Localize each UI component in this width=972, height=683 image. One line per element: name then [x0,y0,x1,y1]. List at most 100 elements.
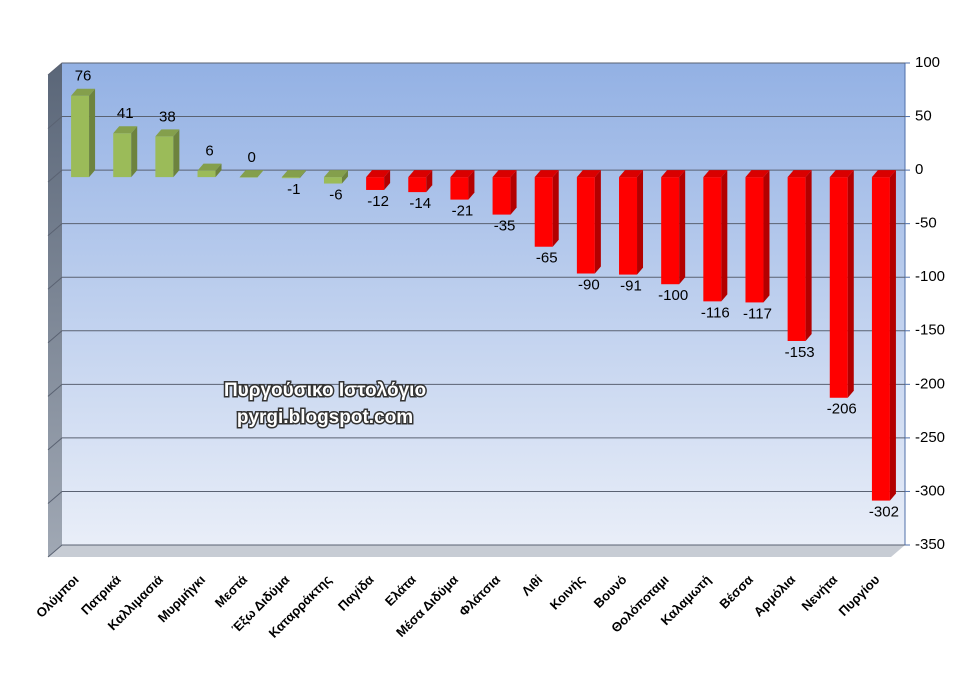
value-label: 38 [159,108,176,125]
grid-line [47,437,905,451]
bar-side [552,170,559,247]
bar [450,170,475,200]
bar-top [745,170,770,178]
bar-side [637,170,644,275]
bar-side [889,170,896,501]
value-label: -91 [620,278,642,295]
bar-front [197,170,216,178]
x-tick-label: Βουνό [591,572,630,611]
bar-top [661,170,686,178]
bar-front [745,177,764,303]
bar-top [534,170,559,178]
grid-line [47,490,905,504]
bar-top [492,170,517,178]
bar [408,170,433,193]
value-label: -6 [329,187,342,204]
bar-front [787,177,806,341]
bar-top [323,170,348,178]
bar-top [703,170,728,178]
x-tick-label: Νενήτα [798,572,840,614]
bar-top [71,88,96,96]
bar-front [871,177,890,501]
bar-front [408,177,427,193]
bar-top [366,170,391,178]
grid-line [47,383,905,397]
bar [113,126,138,178]
x-tick-label: Φλάτσια [456,572,503,619]
watermark: Πυργούσικο Ιστολόγιο [224,380,426,401]
bar-side [89,88,96,178]
value-label: 0 [248,149,256,166]
bar-front [534,177,553,247]
value-label: -35 [494,218,516,235]
bar [871,170,896,501]
value-label: -116 [701,304,730,321]
bar [155,129,180,178]
bar-top [787,170,812,178]
bar-side [847,170,854,398]
bar-side [763,170,770,303]
value-label: -153 [785,344,815,361]
bar [829,170,854,398]
grid-line [47,62,905,76]
bar-top [113,126,138,134]
y-tick-label: -200 [915,375,945,392]
value-label: -12 [367,193,389,210]
bar-side [341,170,348,184]
value-label: -100 [658,287,688,304]
y-tick-label: 0 [915,161,923,178]
bar-front [71,95,90,178]
bar-side [299,170,306,179]
bar [71,88,96,178]
bar-side [426,170,433,193]
bar [197,163,222,178]
bar-side [131,126,138,178]
y-tick-label: -50 [915,215,937,232]
value-label: -117 [743,305,772,322]
back-wall [62,63,905,545]
bar-top [450,170,475,178]
grid-line [47,116,905,129]
grid-line [47,276,905,290]
bar-front [239,177,258,178]
x-tick-label: Αρμόλια [751,572,798,619]
bar-top [829,170,854,178]
x-tick-label: Λιθί [518,572,545,599]
x-tick-label: Μεστά [212,572,250,610]
y-tick-label: 50 [915,108,932,125]
bar-front [366,177,385,190]
y-tick-label: -350 [915,536,945,553]
bar [787,170,812,341]
bar-side [721,170,728,302]
bar-top [281,170,306,178]
bar-top [239,170,264,178]
bar-front [703,177,722,302]
bars [71,88,896,501]
x-tick-label: Κοινής [547,572,588,613]
grid-line [47,330,905,344]
bar [323,170,348,184]
bar-front [492,177,511,215]
bar [576,170,601,274]
y-tick-label: -250 [915,429,945,446]
bar [534,170,559,247]
bar-top [155,129,180,137]
value-label: -14 [409,195,431,212]
bar-side [215,163,222,178]
y-tick-label: -300 [915,482,945,499]
x-tick-label: Πυργίου [836,572,883,619]
value-label: 6 [205,143,213,160]
bar-side [173,129,180,178]
grid-line [47,169,905,183]
bar-top [408,170,433,178]
bar [661,170,686,285]
value-label: -90 [578,276,600,293]
bar-front [113,133,132,178]
value-label: -206 [827,401,857,418]
y-tick-label: -150 [915,322,945,339]
bar-top [197,163,222,171]
y-tick-label: 100 [915,54,940,71]
value-label: -1 [287,181,300,198]
